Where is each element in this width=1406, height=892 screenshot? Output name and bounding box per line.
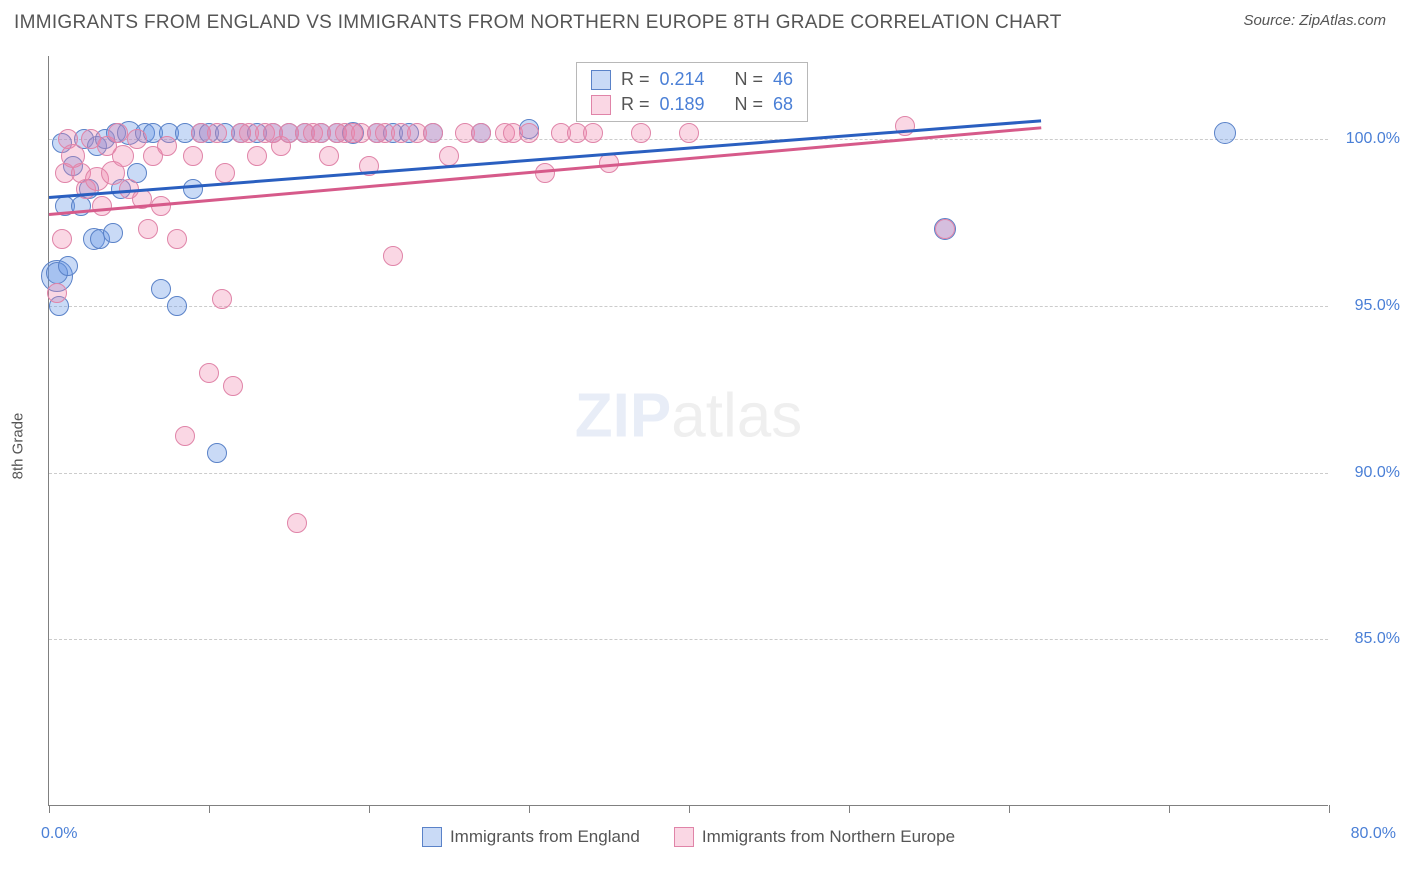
scatter-point — [58, 256, 78, 276]
scatter-point — [383, 246, 403, 266]
scatter-point — [138, 219, 158, 239]
scatter-point — [247, 146, 267, 166]
scatter-point — [108, 123, 128, 143]
legend-label: Immigrants from England — [450, 827, 640, 847]
scatter-point — [935, 219, 955, 239]
scatter-point — [52, 229, 72, 249]
y-tick-label: 95.0% — [1355, 297, 1400, 315]
x-tick — [1329, 805, 1330, 813]
stats-row: R = 0.189 N = 68 — [577, 92, 807, 117]
y-axis-label: 8th Grade — [10, 413, 27, 480]
x-tick — [1169, 805, 1170, 813]
legend-item: Immigrants from England — [422, 827, 640, 847]
scatter-point — [157, 136, 177, 156]
legend-swatch — [422, 827, 442, 847]
scatter-point — [207, 443, 227, 463]
scatter-point — [519, 123, 539, 143]
scatter-point — [319, 146, 339, 166]
stat-r-value: 0.214 — [659, 69, 704, 90]
gridline — [49, 473, 1328, 474]
scatter-point — [212, 289, 232, 309]
scatter-point — [127, 129, 147, 149]
plot-area: ZIPatlas 85.0%90.0%95.0%100.0%0.0%80.0%R… — [48, 56, 1328, 806]
x-axis-max-label: 80.0% — [1351, 825, 1396, 843]
scatter-point — [207, 123, 227, 143]
scatter-point — [1214, 122, 1236, 144]
stat-n-label: N = — [735, 69, 764, 90]
watermark: ZIPatlas — [575, 380, 802, 451]
scatter-point — [183, 146, 203, 166]
scatter-point — [471, 123, 491, 143]
legend-swatch — [674, 827, 694, 847]
series-swatch — [591, 95, 611, 115]
scatter-point — [215, 163, 235, 183]
gridline — [49, 306, 1328, 307]
scatter-point — [439, 146, 459, 166]
scatter-point — [167, 229, 187, 249]
scatter-point — [151, 279, 171, 299]
legend: Immigrants from England Immigrants from N… — [49, 827, 1328, 847]
scatter-point — [199, 363, 219, 383]
stat-r-value: 0.189 — [659, 94, 704, 115]
scatter-point — [583, 123, 603, 143]
scatter-point — [112, 145, 134, 167]
scatter-point — [92, 196, 112, 216]
stats-row: R = 0.214 N = 46 — [577, 67, 807, 92]
legend-label: Immigrants from Northern Europe — [702, 827, 955, 847]
y-tick-label: 85.0% — [1355, 630, 1400, 648]
scatter-point — [895, 116, 915, 136]
x-tick — [1009, 805, 1010, 813]
scatter-point — [183, 179, 203, 199]
y-tick-label: 100.0% — [1346, 130, 1400, 148]
scatter-point — [631, 123, 651, 143]
scatter-point — [223, 376, 243, 396]
series-swatch — [591, 70, 611, 90]
source-attribution: Source: ZipAtlas.com — [1243, 12, 1386, 29]
scatter-point — [423, 123, 443, 143]
correlation-stats-box: R = 0.214 N = 46 R = 0.189 N = 68 — [576, 62, 808, 122]
x-tick — [369, 805, 370, 813]
stat-r-label: R = — [621, 94, 650, 115]
scatter-point — [167, 296, 187, 316]
legend-item: Immigrants from Northern Europe — [674, 827, 955, 847]
gridline — [49, 639, 1328, 640]
stat-n-value: 68 — [773, 94, 793, 115]
stat-n-value: 46 — [773, 69, 793, 90]
x-tick — [689, 805, 690, 813]
scatter-point — [103, 223, 123, 243]
scatter-point — [287, 513, 307, 533]
x-tick — [849, 805, 850, 813]
stat-n-label: N = — [735, 94, 764, 115]
x-tick — [529, 805, 530, 813]
scatter-point — [175, 426, 195, 446]
x-tick — [49, 805, 50, 813]
scatter-point — [679, 123, 699, 143]
y-tick-label: 90.0% — [1355, 464, 1400, 482]
x-tick — [209, 805, 210, 813]
stat-r-label: R = — [621, 69, 650, 90]
scatter-point — [47, 283, 67, 303]
chart-title: IMMIGRANTS FROM ENGLAND VS IMMIGRANTS FR… — [14, 12, 1062, 34]
